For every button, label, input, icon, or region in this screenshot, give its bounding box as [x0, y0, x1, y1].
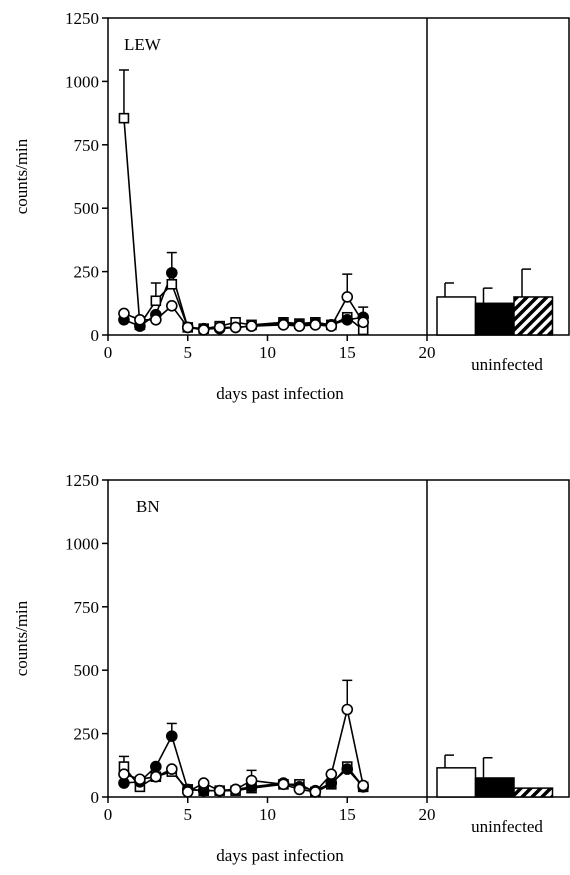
marker-circle [293, 783, 306, 796]
y-tick-label: 500 [74, 199, 100, 218]
marker-circle [277, 778, 290, 791]
y-tick-label: 750 [74, 598, 100, 617]
plot-frame [107, 17, 570, 336]
marker-circle [293, 320, 306, 332]
marker-circle [341, 291, 354, 303]
marker-circle [229, 783, 242, 796]
y-tick-label: 250 [74, 725, 100, 744]
x-tick-label: 20 [419, 343, 436, 362]
error-bar [444, 282, 454, 297]
x-tick-label: 20 [419, 805, 436, 824]
y-tick-label: 1250 [65, 9, 99, 28]
plot-frame [107, 479, 570, 798]
x-tick-label: 10 [259, 805, 276, 824]
marker-circle [197, 324, 210, 336]
marker-circle [197, 777, 210, 789]
x-axis-label: days past infection [216, 384, 344, 403]
marker-circle [341, 313, 354, 326]
x-tick-label: 5 [184, 343, 193, 362]
marker-circle [245, 774, 258, 787]
bar [436, 296, 477, 336]
marker-circle [150, 313, 162, 326]
bar [513, 787, 554, 798]
marker-square [166, 278, 178, 290]
marker-circle [118, 307, 130, 320]
y-tick-label: 0 [91, 326, 100, 345]
marker-circle [325, 320, 338, 332]
marker-circle [357, 779, 370, 792]
uninfected-label: uninfected [471, 355, 543, 374]
marker-circle [150, 770, 162, 783]
marker-circle [277, 319, 290, 331]
error-bar [482, 756, 493, 778]
marker-circle [309, 786, 322, 798]
bar [474, 777, 515, 798]
marker-circle [309, 319, 322, 331]
marker-circle [181, 321, 194, 334]
y-tick-label: 250 [74, 263, 100, 282]
error-bar [521, 268, 531, 297]
marker-circle [341, 703, 354, 716]
marker-circle [134, 313, 146, 326]
bar [513, 296, 554, 336]
marker-circle [213, 321, 226, 334]
marker-circle [245, 320, 258, 332]
x-tick-label: 15 [339, 343, 356, 362]
x-tick-label: 10 [259, 343, 276, 362]
y-tick-label: 1250 [65, 471, 99, 490]
x-axis-label: days past infection [216, 846, 344, 865]
y-axis-label: counts/min [12, 600, 31, 676]
marker-square [118, 112, 130, 124]
x-tick-label: 0 [104, 805, 113, 824]
y-tick-label: 1000 [65, 534, 99, 553]
marker-circle [181, 786, 194, 798]
marker-circle [325, 768, 338, 780]
marker-circle [341, 763, 354, 775]
marker-circle [118, 768, 130, 780]
error-bar [118, 69, 129, 119]
marker-square [150, 295, 162, 307]
y-tick-label: 750 [74, 136, 100, 155]
marker-circle [134, 773, 146, 786]
marker-circle [150, 760, 162, 773]
marker-circle [166, 267, 178, 279]
marker-circle [357, 316, 370, 329]
uninfected-label: uninfected [471, 817, 543, 836]
y-axis-label: counts/min [12, 138, 31, 214]
y-tick-label: 500 [74, 661, 100, 680]
x-tick-label: 5 [184, 805, 193, 824]
y-tick-label: 0 [91, 788, 100, 807]
marker-circle [166, 763, 178, 775]
y-tick-label: 1000 [65, 72, 99, 91]
error-bar [444, 754, 454, 768]
bar [436, 767, 477, 798]
error-bar [482, 287, 493, 304]
x-tick-label: 0 [104, 343, 113, 362]
panel-label: LEW [124, 35, 162, 54]
panel-label: BN [136, 497, 160, 516]
marker-circle [166, 300, 178, 312]
marker-circle [213, 784, 226, 797]
marker-circle [166, 730, 178, 742]
bar [474, 302, 515, 336]
marker-circle [229, 321, 242, 334]
x-tick-label: 15 [339, 805, 356, 824]
